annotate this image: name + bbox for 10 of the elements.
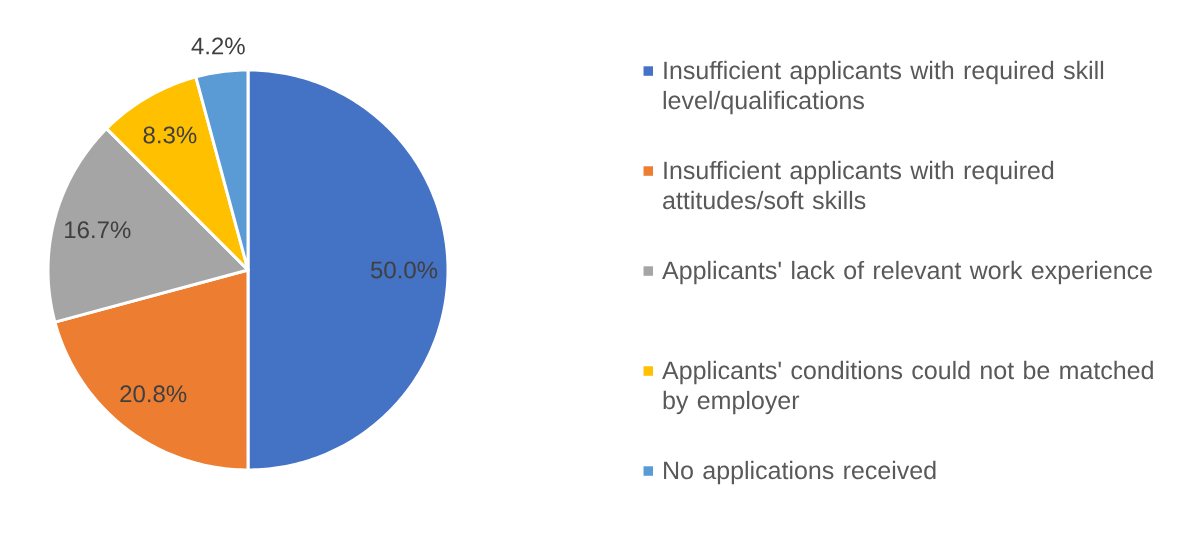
data-label: 8.3% <box>143 126 197 144</box>
legend-label: Insufficient applicants with required skill level/qualifications <box>663 60 1104 115</box>
legend-label: No applications received <box>664 460 936 485</box>
data-label: 4.2% <box>191 37 245 55</box>
data-label: 20.8% <box>120 385 187 403</box>
legend-label: Insufficient applicants with required attitudes/soft skills <box>663 160 1054 210</box>
data-label: 50.0% <box>370 261 438 279</box>
legend-label: Applicants' lack of relevant work experience <box>662 260 1152 285</box>
legend-label: Applicants' conditions could not be matched by employer <box>662 360 1153 415</box>
data-label: 16.7% <box>65 221 131 239</box>
